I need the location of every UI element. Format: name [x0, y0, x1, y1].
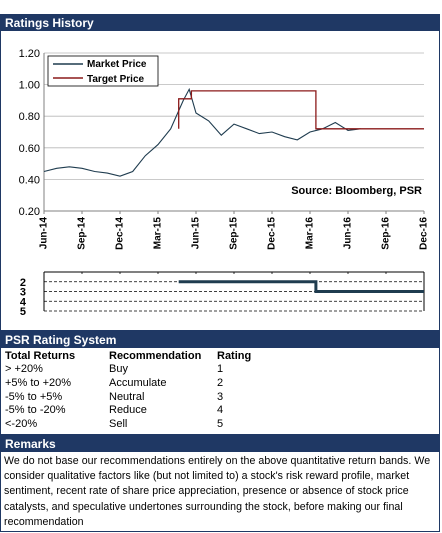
cell-recommendation: Buy: [109, 363, 128, 376]
cell-recommendation: Reduce: [109, 404, 147, 417]
header-total-returns: Total Returns: [5, 349, 76, 362]
cell-rating: 3: [217, 390, 224, 403]
cell-returns: <-20%: [5, 417, 38, 430]
rating-tick-label: 3: [20, 287, 26, 299]
x-tick-label: Dec-15: [267, 217, 278, 250]
remarks-panel: Remarks We do not base our recommendatio…: [0, 435, 440, 532]
header-rating: Rating: [217, 349, 252, 362]
y-tick-label: 1.20: [19, 48, 40, 60]
remarks-title: Remarks: [1, 436, 439, 452]
y-tick-label: 0.40: [19, 174, 40, 186]
x-tick-label: Jun-15: [191, 217, 202, 250]
rating-table-header: Total Returns Recommendation Rating: [5, 349, 251, 363]
remarks-text: We do not base our recommendations entir…: [4, 455, 431, 528]
price-chart: 0.20 0.40 0.60 0.80 1.00 1.20 Jun-14 Sep-14 Dec-…: [19, 48, 430, 250]
ratings-history-title: Ratings History: [1, 15, 439, 31]
legend-target-label: Target Price: [87, 74, 144, 85]
x-tick-label: Sep-15: [229, 217, 240, 250]
cell-returns: > +20%: [5, 363, 43, 376]
rating-tick-label: 5: [20, 306, 26, 318]
cell-rating: 2: [217, 376, 224, 389]
chart-legend: Market Price Target Price: [47, 55, 159, 87]
y-tick-label: 0.20: [19, 206, 40, 218]
cell-returns: -5% to +5%: [5, 390, 63, 403]
legend-market-label: Market Price: [87, 59, 147, 70]
legend-box: [47, 55, 159, 87]
x-tick-label: Dec-16: [419, 217, 430, 250]
x-tick-label: Mar-15: [153, 217, 164, 250]
table-row: <-20% Sell 5: [5, 417, 251, 431]
x-tick-label: Jun-14: [39, 217, 50, 250]
cell-returns: +5% to +20%: [5, 376, 72, 389]
target-price-line: [178, 90, 424, 130]
rating-tick-label: 2: [20, 277, 26, 289]
cell-rating: 5: [217, 417, 224, 430]
cell-returns: -5% to -20%: [5, 404, 66, 417]
y-tick-label: 0.80: [19, 111, 40, 123]
y-tick-label: 0.60: [19, 143, 40, 155]
rating-tick-label: 4: [20, 296, 27, 308]
table-row: > +20% Buy 1: [5, 363, 251, 377]
x-tick-label: Dec-14: [115, 217, 126, 250]
x-tick-label: Jun-16: [343, 217, 354, 250]
cell-recommendation: Neutral: [109, 390, 145, 403]
x-tick-label: Sep-16: [381, 217, 392, 250]
cell-recommendation: Accumulate: [109, 376, 167, 389]
table-row: -5% to +5% Neutral 3: [5, 390, 251, 404]
cell-rating: 1: [217, 363, 224, 376]
table-row: -5% to -20% Reduce 4: [5, 403, 251, 417]
rating-system-title: PSR Rating System: [1, 332, 439, 348]
header-recommendation: Recommendation: [109, 349, 202, 362]
cell-rating: 4: [217, 404, 224, 417]
rating-line: [178, 280, 424, 293]
x-tick-label: Sep-14: [77, 217, 88, 250]
table-row: +5% to +20% Accumulate 2: [5, 376, 251, 390]
y-tick-label: 1.00: [19, 80, 40, 92]
source-annotation: Source: Bloomberg, PSR: [291, 185, 422, 197]
cell-recommendation: Sell: [109, 417, 128, 430]
rating-table: Total Returns Recommendation Rating > +2…: [5, 349, 251, 431]
ratings-history-panel: Ratings History 0.20 0.40 0.60 0.80 1.00 1.20…: [0, 14, 440, 331]
rating-system-panel: PSR Rating System Total Returns Recommen…: [0, 331, 440, 435]
market-price-line: [43, 87, 361, 177]
x-tick-label: Mar-16: [305, 217, 316, 250]
